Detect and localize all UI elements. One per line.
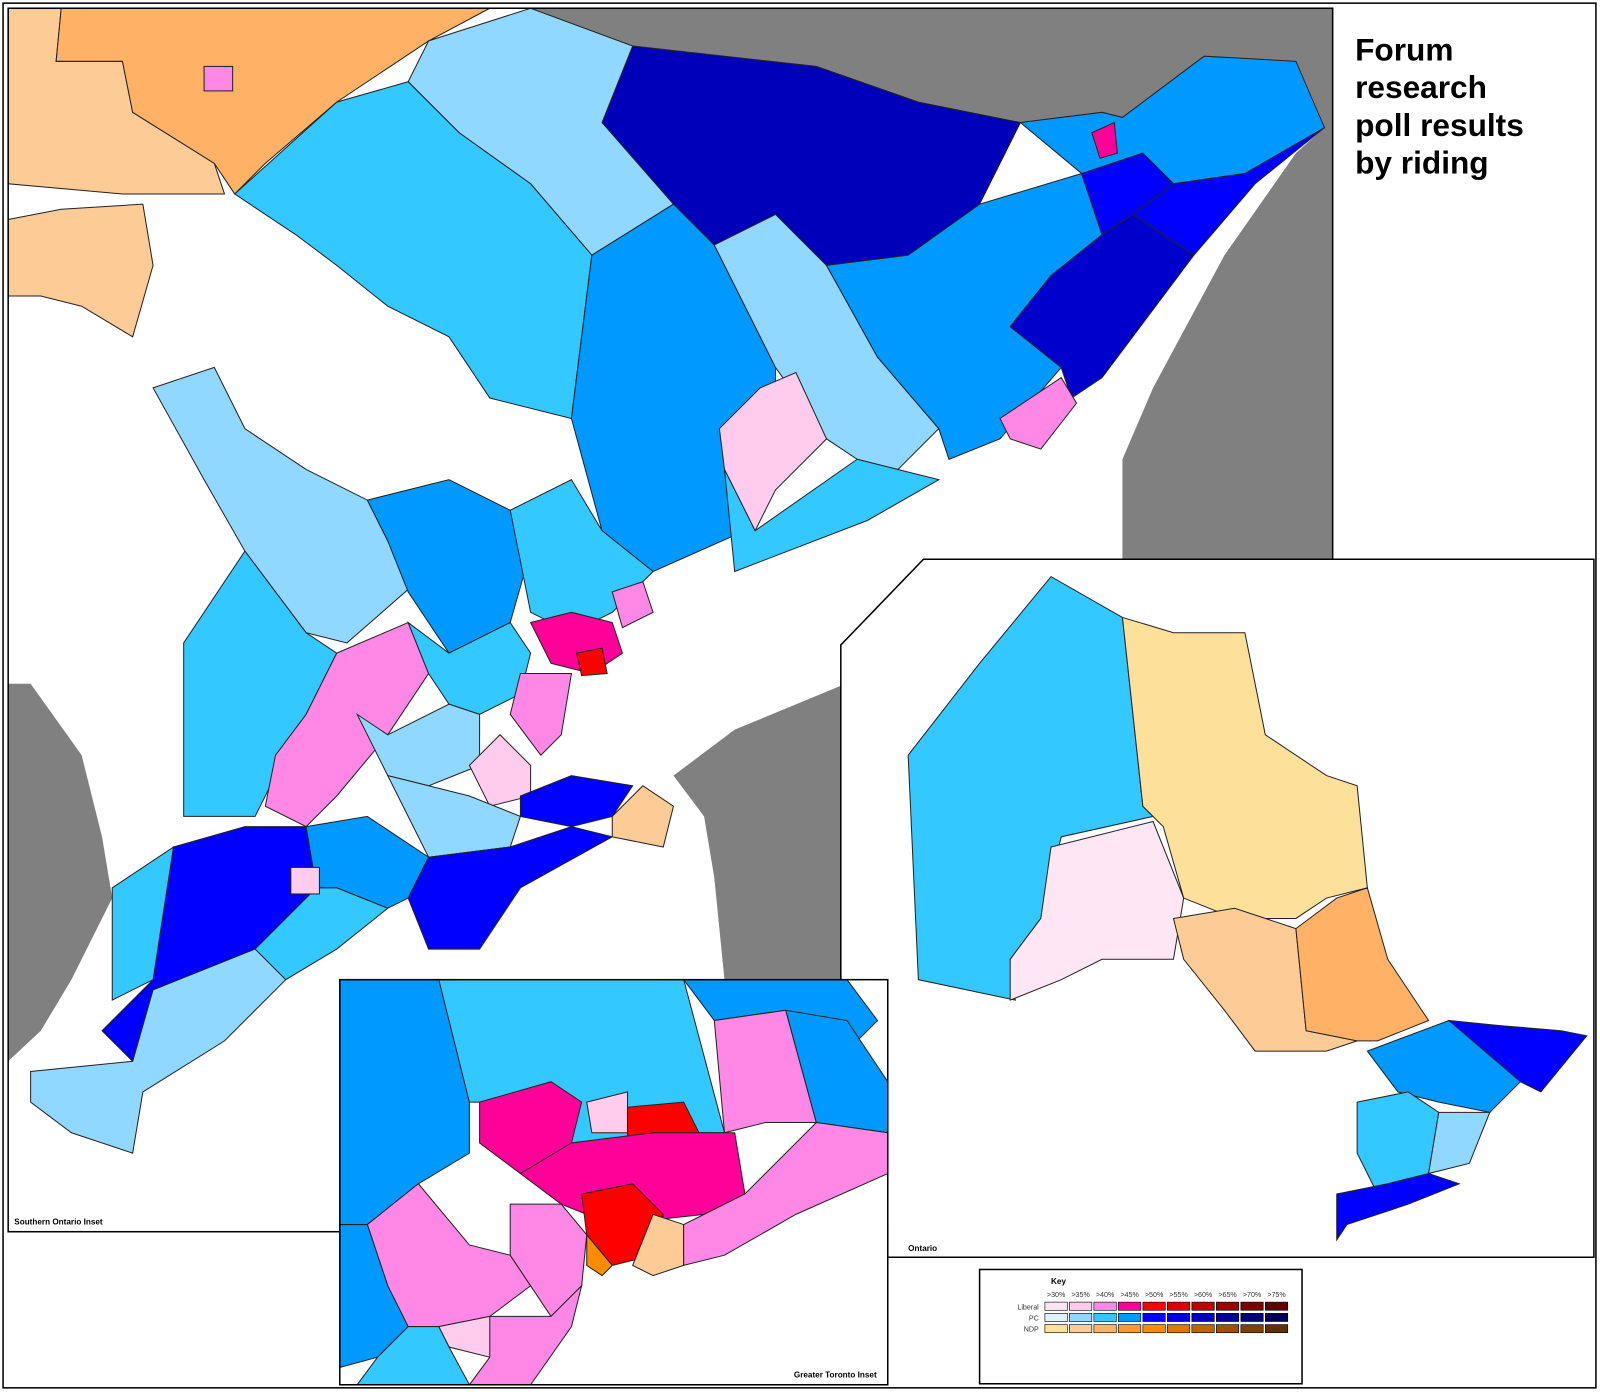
key-threshold: >75%: [1267, 1291, 1286, 1299]
key-swatch: [1265, 1324, 1289, 1334]
key-swatch: [1167, 1324, 1191, 1334]
key-swatch: [1044, 1301, 1068, 1311]
key-swatch: [1044, 1324, 1068, 1334]
riding: [683, 1121, 889, 1267]
key-swatch: [1167, 1301, 1191, 1311]
key-swatch: [1240, 1324, 1264, 1334]
key-swatch: [1069, 1301, 1093, 1311]
riding: [611, 581, 654, 629]
key-swatch: [1069, 1324, 1093, 1334]
riding: [723, 458, 941, 573]
riding: [586, 1233, 613, 1277]
riding: [111, 845, 175, 1001]
key-threshold: >30%: [1047, 1291, 1066, 1299]
inset-frame: [339, 978, 889, 1386]
key-threshold: >70%: [1243, 1291, 1262, 1299]
riding: [468, 734, 532, 807]
key-swatch: [1118, 1313, 1142, 1322]
key-swatch: [1142, 1313, 1166, 1322]
key-swatch: [1093, 1324, 1117, 1334]
key-threshold: >40%: [1096, 1291, 1115, 1299]
riding: [575, 647, 608, 677]
key: Key >30% >35% >40% >45% >50% >55% >60% >65% >70%…: [978, 1268, 1303, 1385]
riding: [1009, 820, 1185, 1001]
key-swatch: [1265, 1301, 1289, 1311]
riding: [1009, 213, 1195, 399]
key-swatch: [1240, 1313, 1264, 1322]
key-swatch: [1044, 1313, 1068, 1322]
title-line: poll results: [1355, 107, 1524, 143]
key-threshold: >35%: [1071, 1291, 1090, 1299]
riding: [290, 866, 320, 895]
inset-label: Southern Ontario Inset: [14, 1218, 103, 1227]
key-party: Liberal: [1017, 1303, 1039, 1311]
riding: [713, 1009, 817, 1134]
riding: [468, 1284, 583, 1386]
key-swatch: [1191, 1324, 1215, 1334]
riding: [1336, 1173, 1461, 1242]
riding: [509, 673, 573, 756]
key-swatch: [1142, 1301, 1166, 1311]
title-line: by riding: [1355, 145, 1489, 181]
riding: [718, 371, 828, 532]
inset-label: Ontario: [908, 1244, 937, 1253]
riding: [7, 203, 154, 338]
key-swatch: [1265, 1313, 1289, 1322]
key-threshold: >65%: [1218, 1291, 1237, 1299]
key-swatch: [1093, 1301, 1117, 1311]
key-swatch: [1118, 1301, 1142, 1311]
title: Forum research poll results by riding: [1355, 31, 1524, 180]
key-party: NDP: [1024, 1326, 1039, 1334]
riding: [999, 376, 1078, 450]
key-threshold: >45%: [1120, 1291, 1139, 1299]
michigan-area: [8, 683, 113, 1062]
key-swatch: [1216, 1324, 1240, 1334]
riding: [1091, 121, 1118, 159]
riding: [386, 774, 522, 858]
key-swatch: [1142, 1324, 1166, 1334]
key-swatch: [1069, 1313, 1093, 1322]
riding: [611, 785, 675, 848]
new-york-area: [673, 685, 841, 980]
quebec-area: [530, 8, 1333, 560]
riding: [30, 948, 287, 1154]
title-line: Forum: [1355, 31, 1453, 67]
riding: [632, 1213, 685, 1277]
key-swatch: [1216, 1301, 1240, 1311]
key-swatch: [1093, 1313, 1117, 1322]
riding: [1427, 1111, 1491, 1175]
key-swatch: [1191, 1301, 1215, 1311]
key-threshold: >55%: [1169, 1291, 1188, 1299]
inset-label: Greater Toronto Inset: [794, 1371, 877, 1380]
key-swatch: [1167, 1313, 1191, 1322]
key-swatch: [1118, 1324, 1142, 1334]
title-line: research: [1355, 69, 1487, 105]
riding: [203, 65, 234, 92]
key-threshold: >60%: [1194, 1291, 1213, 1299]
riding: [1447, 1019, 1588, 1093]
key-swatch: [1216, 1313, 1240, 1322]
riding: [1121, 616, 1368, 919]
key-swatch: [1240, 1301, 1264, 1311]
key-party: PC: [1029, 1314, 1039, 1322]
riding: [407, 826, 614, 950]
key-swatch: [1191, 1313, 1215, 1322]
key-title: Key: [1051, 1277, 1066, 1286]
key-threshold: >50%: [1145, 1291, 1164, 1299]
gta-inset: Greater Toronto Inset: [339, 978, 889, 1386]
ontario-inset: Ontario: [840, 558, 1595, 1258]
riding: [1295, 887, 1430, 1042]
riding: [907, 575, 1155, 1001]
riding: [1172, 907, 1360, 1052]
